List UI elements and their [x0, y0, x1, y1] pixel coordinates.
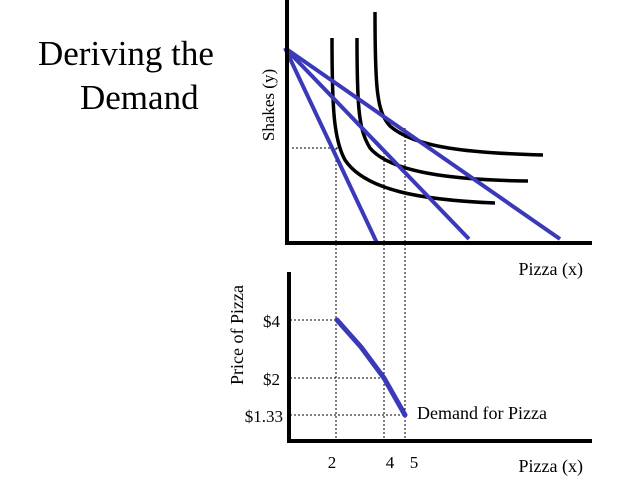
quantity-tick-5: 5: [410, 453, 419, 472]
price-tick-133: $1.33: [245, 407, 283, 426]
top-y-axis-label: Shakes (y): [259, 69, 278, 141]
bottom-graph: Price of Pizza $4 $2 $1.33 2 4 5 Demand …: [227, 272, 592, 477]
quantity-tick-4: 4: [386, 453, 395, 472]
demand-curve-label: Demand for Pizza: [417, 403, 547, 423]
bottom-x-axis-label: Pizza (x): [519, 456, 583, 477]
price-tick-4: $4: [263, 312, 281, 331]
title-line-2: Demand: [80, 78, 199, 117]
budget-line-2: [283, 46, 471, 241]
demand-curve: [334, 317, 408, 418]
budget-line-3: [283, 46, 562, 241]
bottom-y-axis-label: Price of Pizza: [227, 285, 247, 385]
indifference-curve-3: [373, 11, 544, 157]
top-graph: Shakes (y) Pizza (x): [259, 0, 592, 440]
quantity-tick-2: 2: [328, 453, 337, 472]
price-tick-2: $2: [263, 370, 280, 389]
title-line-1: Deriving the: [38, 34, 214, 73]
top-x-axis-label: Pizza (x): [519, 259, 583, 280]
budget-line-1: [283, 47, 379, 244]
slide-title: Deriving the Demand: [38, 32, 214, 120]
